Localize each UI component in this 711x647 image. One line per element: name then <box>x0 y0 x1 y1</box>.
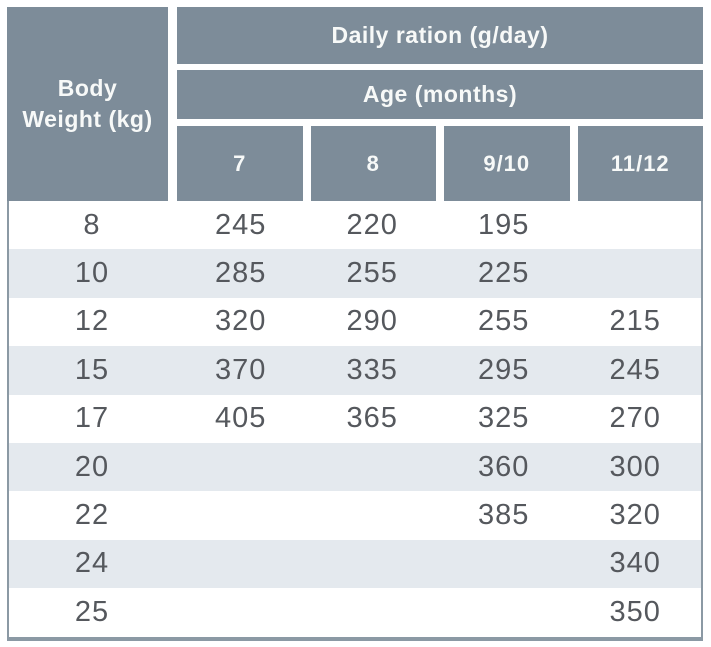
ration-cell: 370 <box>215 353 267 386</box>
weight-cell: 15 <box>74 353 110 386</box>
table-header: Body Weight (kg) Daily ration (g/day) Ag… <box>7 7 703 201</box>
body-weight-label-line2: Weight (kg) <box>22 106 153 132</box>
ration-cell: 195 <box>478 208 530 241</box>
age-months-header: Age (months) <box>177 70 703 119</box>
ration-cell: 255 <box>346 257 398 290</box>
ration-cell: 220 <box>346 208 398 241</box>
table-row: 8 245 220 195 <box>9 201 701 250</box>
ration-cell: 405 <box>215 402 267 435</box>
table-body: 8 245 220 195 10 285 255 225 12 320 290 … <box>7 201 703 641</box>
weight-cell: 24 <box>74 547 110 580</box>
weight-cell: 17 <box>74 402 110 435</box>
weight-cell: 8 <box>83 208 101 241</box>
ration-cell: 365 <box>346 402 398 435</box>
ration-cell: 215 <box>609 305 661 338</box>
weight-cell: 10 <box>74 257 110 290</box>
table-row: 20 360 300 <box>9 442 701 492</box>
age-column-11-12: 11/12 <box>577 126 703 201</box>
body-weight-corner-header: Body Weight (kg) <box>7 7 168 201</box>
table-row: 24 340 <box>9 539 701 589</box>
table-row: 10 285 255 225 <box>9 249 701 298</box>
daily-ration-table: Body Weight (kg) Daily ration (g/day) Ag… <box>7 7 703 641</box>
ration-cell: 225 <box>478 257 530 290</box>
body-weight-label-line1: Body <box>57 74 118 101</box>
ration-cell: 350 <box>609 595 661 628</box>
weight-cell: 20 <box>74 450 110 483</box>
ration-cell: 340 <box>609 547 661 580</box>
ration-cell: 245 <box>609 353 661 386</box>
table-row: 12 320 290 255 215 <box>9 297 701 347</box>
weight-cell: 12 <box>74 305 110 338</box>
age-column-headers: 7 8 9/10 11/12 <box>177 126 703 201</box>
table-row: 25 350 <box>9 588 701 637</box>
header-right-group: Daily ration (g/day) Age (months) 7 8 9/… <box>177 7 703 201</box>
weight-cell: 22 <box>74 499 110 532</box>
ration-cell: 285 <box>215 257 267 290</box>
table-row: 22 385 320 <box>9 491 701 540</box>
ration-cell: 295 <box>478 353 530 386</box>
ration-cell: 255 <box>478 305 530 338</box>
ration-cell: 300 <box>609 450 661 483</box>
ration-cell: 325 <box>478 402 530 435</box>
age-column-9-10: 9/10 <box>444 126 570 201</box>
ration-cell: 320 <box>215 305 267 338</box>
ration-cell: 320 <box>609 499 661 532</box>
age-column-8: 8 <box>310 126 436 201</box>
table-row: 17 405 365 325 270 <box>9 394 701 443</box>
weight-cell: 25 <box>74 595 110 628</box>
ration-cell: 335 <box>346 353 398 386</box>
ration-cell: 270 <box>609 402 661 435</box>
ration-cell: 290 <box>346 305 398 338</box>
daily-ration-header: Daily ration (g/day) <box>177 7 703 64</box>
age-column-7: 7 <box>177 126 303 201</box>
table-row: 15 370 335 295 245 <box>9 346 701 395</box>
ration-cell: 360 <box>478 450 530 483</box>
ration-cell: 245 <box>215 208 267 241</box>
ration-cell: 385 <box>478 499 530 532</box>
